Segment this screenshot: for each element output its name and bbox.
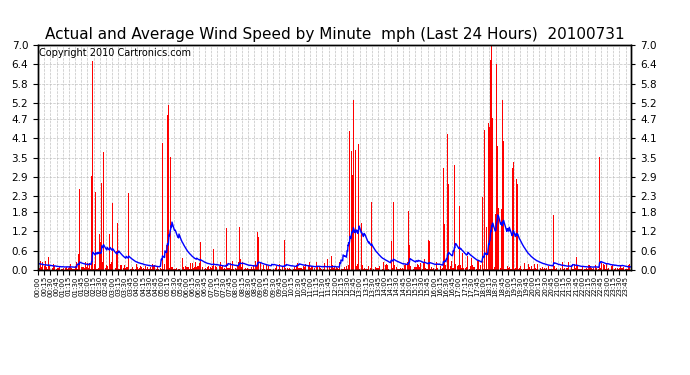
Title: Actual and Average Wind Speed by Minute  mph (Last 24 Hours)  20100731: Actual and Average Wind Speed by Minute …: [45, 27, 624, 42]
Text: Copyright 2010 Cartronics.com: Copyright 2010 Cartronics.com: [39, 48, 191, 58]
